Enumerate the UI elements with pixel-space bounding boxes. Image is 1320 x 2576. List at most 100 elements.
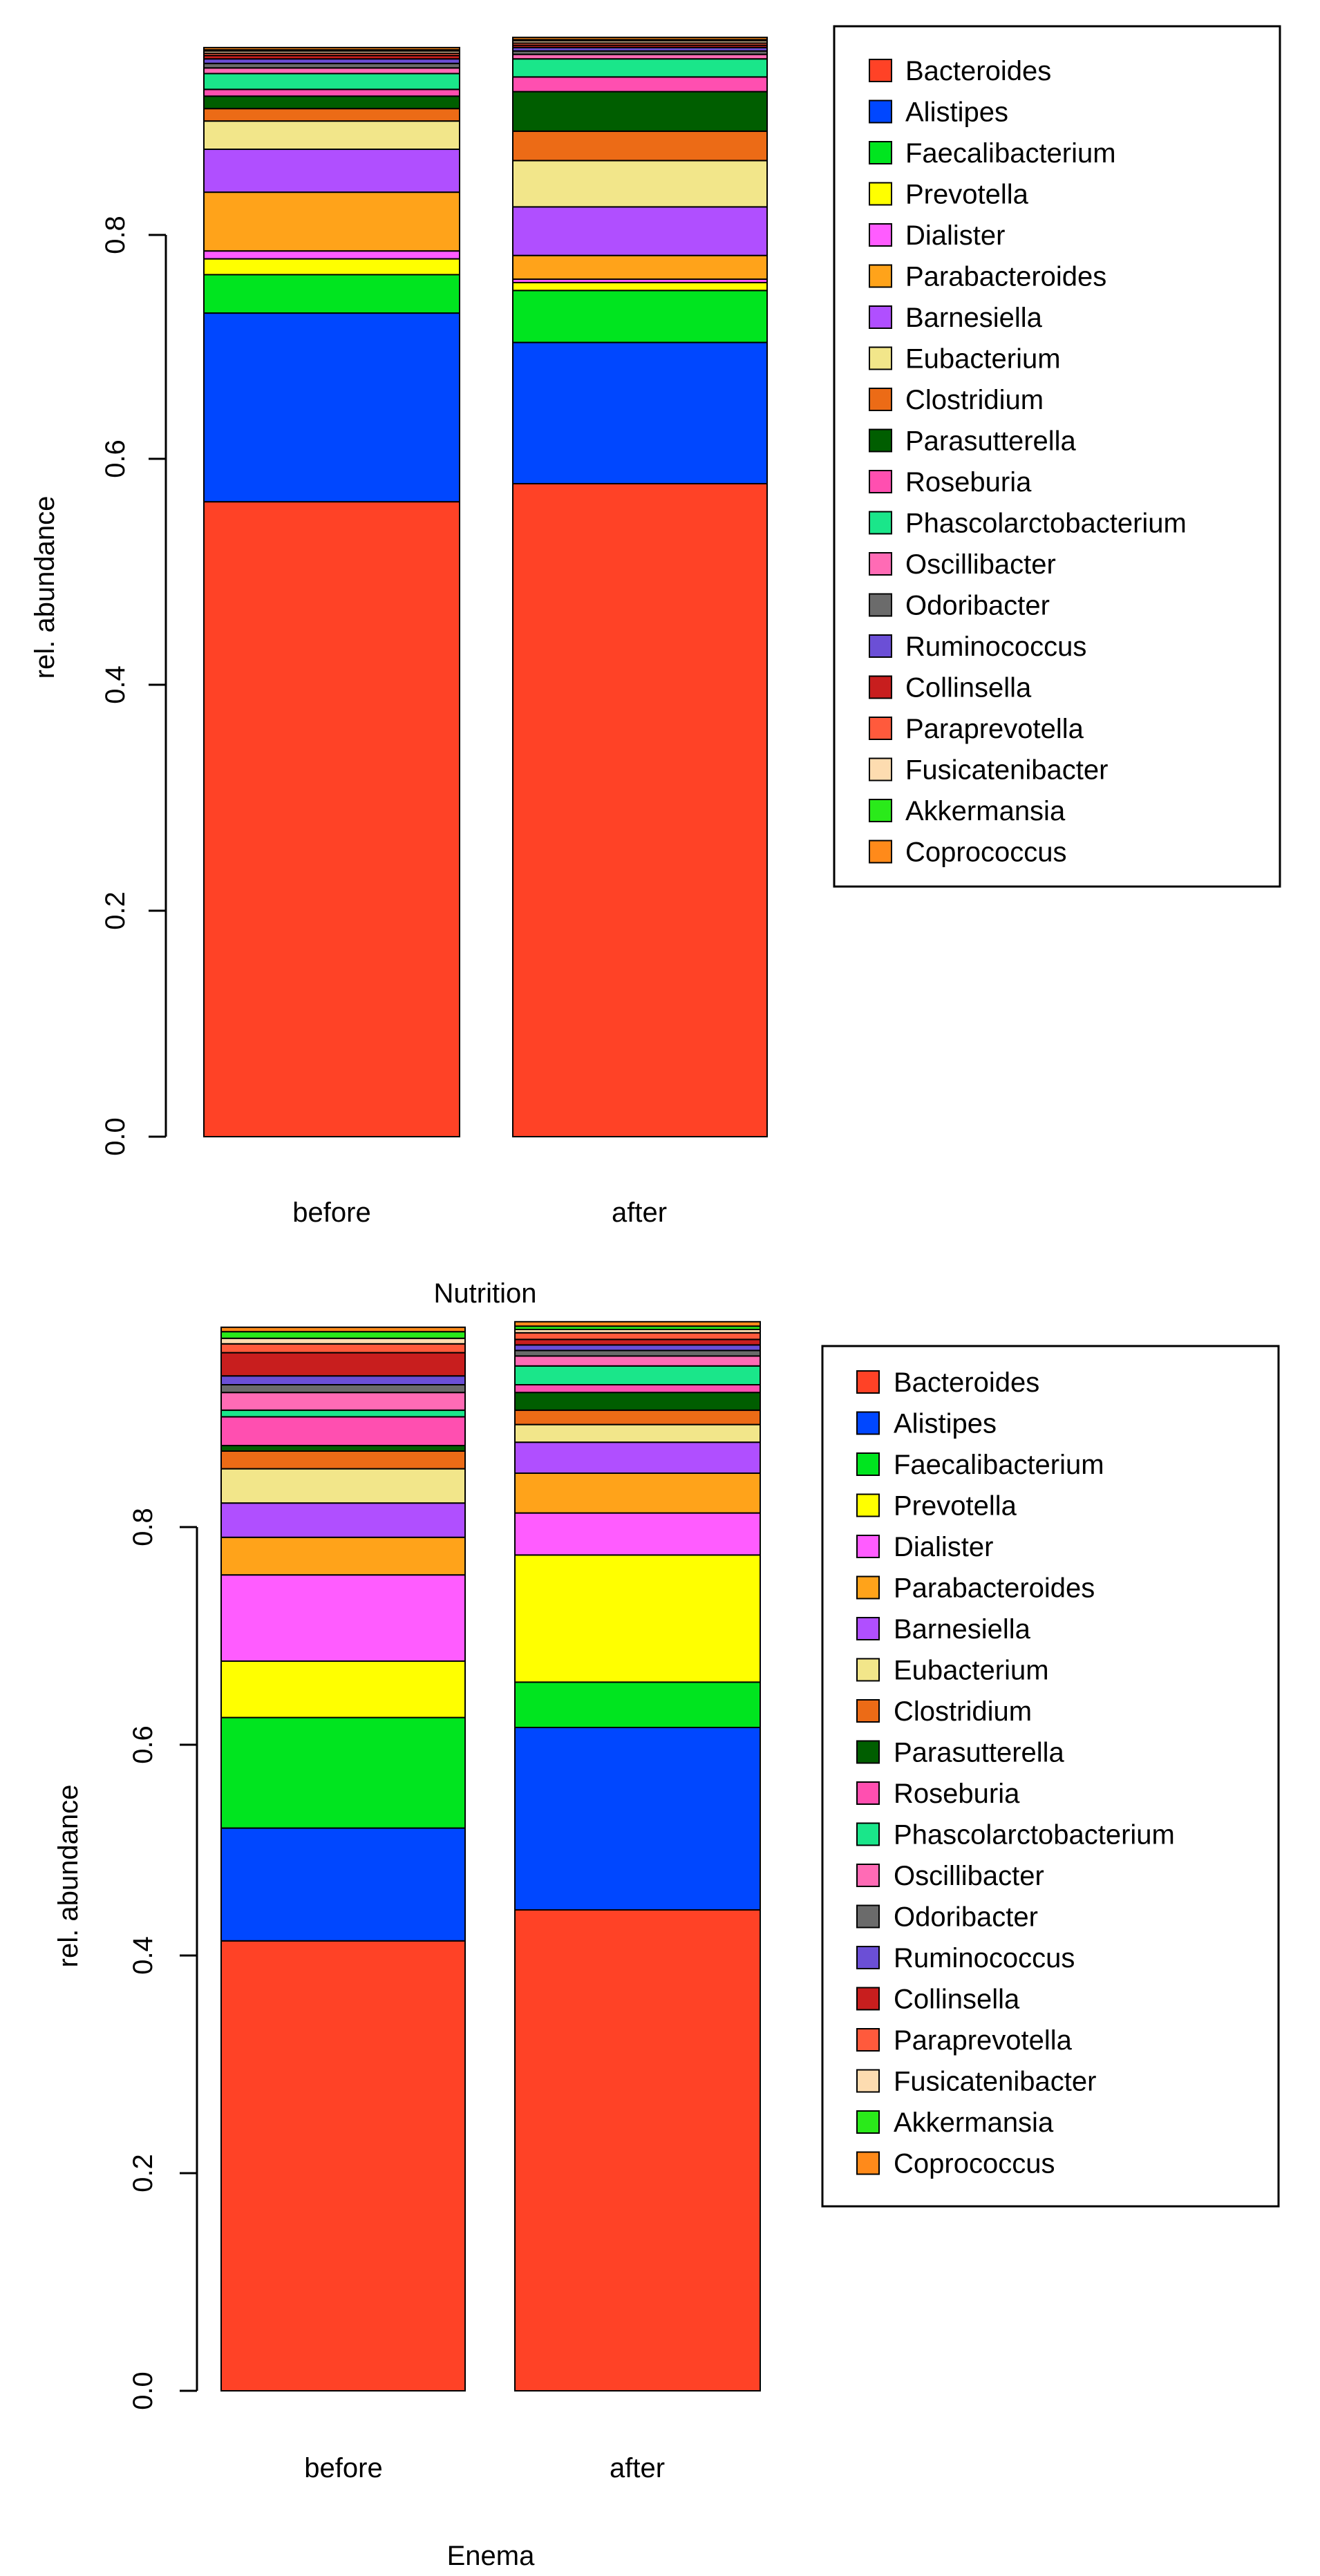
- enema-bar-after-prevotella: [514, 1554, 761, 1683]
- enema-bar-after-clostridium: [514, 1409, 761, 1426]
- nutrition-bar-before-parabacteroides: [203, 191, 460, 252]
- enema-bar-before-fusicatenibacter: [220, 1337, 466, 1345]
- nutrition-legend-label-odoribacter: Odoribacter: [905, 591, 1050, 621]
- enema-legend-label-parasutterella: Parasutterella: [894, 1738, 1065, 1768]
- nutrition-bar-before-oscillibacter: [203, 67, 460, 75]
- nutrition-bar-after-coprococcus: [512, 37, 768, 41]
- nutrition-panel: 0.0 0.2 0.4 0.6 0.8 rel. abundance befor…: [30, 25, 1281, 1309]
- enema-bar-before-dialister: [220, 1574, 466, 1662]
- enema-legend-label-phascolarctobacterium: Phascolarctobacterium: [894, 1820, 1175, 1850]
- nutrition-legend-swatch-oscillibacter: [869, 552, 892, 576]
- enema-legend-label-akkermansia: Akkermansia: [894, 2108, 1054, 2138]
- enema-legend-swatch-odoribacter: [856, 1904, 880, 1929]
- nutrition-legend-entries: Bacteroides Alistipes Faecalibacterium Prev…: [869, 56, 1187, 868]
- enema-bar-before-akkermansia: [220, 1331, 466, 1339]
- enema-legend-swatch-ruminococcus: [856, 1946, 880, 1969]
- enema-bar-after-paraprevotella: [514, 1332, 761, 1341]
- enema-bar-after-bacteroides: [514, 1909, 761, 2392]
- nutrition-legend-swatch-parabacteroides: [869, 264, 892, 288]
- nutrition-y-tick-label-3: 0.6: [100, 439, 131, 478]
- nutrition-legend-label-parasutterella: Parasutterella: [905, 426, 1077, 457]
- enema-bar-before-alistipes: [220, 1827, 466, 1942]
- enema-legend-swatch-barnesiella: [856, 1617, 880, 1640]
- enema-legend-entries: Bacteroides Alistipes Faecalibacterium Prev…: [856, 1367, 1175, 2179]
- enema-bar-after-eubacterium: [514, 1423, 761, 1443]
- nutrition-legend-label-eubacterium: Eubacterium: [905, 344, 1061, 375]
- enema-legend-label-bacteroides: Bacteroides: [894, 1367, 1039, 1398]
- enema-y-tick-label-0: 0.0: [128, 2371, 158, 2410]
- nutrition-legend-swatch-eubacterium: [869, 346, 892, 370]
- enema-bar-before-oscillibacter: [220, 1392, 466, 1411]
- nutrition-legend-box: [833, 25, 1281, 888]
- enema-bar-after-parabacteroides: [514, 1472, 761, 1514]
- enema-bars: [220, 1320, 761, 2392]
- nutrition-legend-label-dialister: Dialister: [905, 220, 1005, 251]
- nutrition-legend-label-parabacteroides: Parabacteroides: [905, 262, 1106, 292]
- nutrition-legend-swatch-akkermansia: [869, 799, 892, 822]
- nutrition-y-axis-label: rel. abundance: [30, 496, 60, 679]
- nutrition-bar-after-parabacteroides: [512, 254, 768, 281]
- enema-bar-after-dialister: [514, 1512, 761, 1556]
- enema-legend-swatch-coprococcus: [856, 2151, 880, 2175]
- enema-legend-swatch-roseburia: [856, 1781, 880, 1805]
- nutrition-legend-swatch-ruminococcus: [869, 634, 892, 658]
- nutrition-legend-label-oscillibacter: Oscillibacter: [905, 549, 1056, 580]
- enema-bar-before-ruminococcus: [220, 1375, 466, 1385]
- enema-bar-after-alistipes: [514, 1727, 761, 1911]
- enema-bar-before-roseburia: [220, 1416, 466, 1446]
- enema-bar-before-barnesiella: [220, 1502, 466, 1538]
- nutrition-bar-after-bacteroides: [512, 482, 768, 1137]
- enema-bar-after-collinsella: [514, 1338, 761, 1346]
- nutrition-legend-label-paraprevotella: Paraprevotella: [905, 714, 1084, 744]
- nutrition-y-tick-label-2: 0.4: [100, 665, 131, 704]
- nutrition-legend-swatch-collinsella: [869, 675, 892, 699]
- nutrition-bar-after-clostridium: [512, 130, 768, 162]
- nutrition-x-axis-label: Nutrition: [434, 1278, 537, 1309]
- enema-bar-after-roseburia: [514, 1384, 761, 1394]
- nutrition-legend-swatch-roseburia: [869, 470, 892, 493]
- enema-legend-swatch-parabacteroides: [856, 1575, 880, 1600]
- enema-y-tick-label-3: 0.6: [128, 1725, 158, 1764]
- nutrition-bar-before-parasutterella: [203, 95, 460, 110]
- enema-bar-before-parasutterella: [220, 1445, 466, 1452]
- enema-legend-label-eubacterium: Eubacterium: [894, 1656, 1049, 1686]
- nutrition-y-tick-label-0: 0.0: [100, 1117, 131, 1156]
- nutrition-bar-after-alistipes: [512, 341, 768, 484]
- enema-bar-before-coprococcus: [220, 1326, 466, 1333]
- nutrition-legend-label-collinsella: Collinsella: [905, 673, 1032, 703]
- enema-bar-after-oscillibacter: [514, 1355, 761, 1367]
- nutrition-legend-label-bacteroides: Bacteroides: [905, 56, 1051, 86]
- enema-y-tick-label-1: 0.2: [128, 2154, 158, 2193]
- nutrition-bar-before-alistipes: [203, 312, 460, 503]
- enema-bar-after-parasutterella: [514, 1392, 761, 1411]
- enema-legend-swatch-akkermansia: [856, 2110, 880, 2134]
- enema-legend-swatch-alistipes: [856, 1411, 880, 1435]
- enema-y-tick-label-4: 0.8: [128, 1508, 158, 1546]
- enema-bar-after-faecalibacterium: [514, 1681, 761, 1728]
- nutrition-bar-after-prevotella: [512, 281, 768, 292]
- nutrition-legend-label-prevotella: Prevotella: [905, 180, 1029, 210]
- nutrition-legend-label-roseburia: Roseburia: [905, 467, 1032, 498]
- enema-legend-swatch-parasutterella: [856, 1740, 880, 1764]
- nutrition-legend-swatch-coprococcus: [869, 840, 892, 864]
- enema-bar-before-faecalibacterium: [220, 1716, 466, 1829]
- nutrition-bar-before-bacteroides: [203, 501, 460, 1137]
- enema-legend-swatch-fusicatenibacter: [856, 2069, 880, 2093]
- enema-panel: 0.0 0.2 0.4 0.6 0.8 rel. abundance befor…: [53, 1320, 1280, 2571]
- enema-legend-swatch-phascolarctobacterium: [856, 1822, 880, 1846]
- nutrition-y-tick-label-4: 0.8: [100, 216, 131, 254]
- enema-bar-before-phascolarctobacterium: [220, 1409, 466, 1418]
- enema-bar-after-coprococcus: [514, 1320, 761, 1327]
- nutrition-legend-swatch-dialister: [869, 223, 892, 247]
- nutrition-bar-before-roseburia: [203, 88, 460, 97]
- nutrition-bar-after-parasutterella: [512, 91, 768, 132]
- nutrition-y-axis: 0.0 0.2 0.4 0.6 0.8 rel. abundance: [30, 216, 167, 1156]
- nutrition-legend-swatch-fusicatenibacter: [869, 757, 892, 782]
- enema-legend-swatch-collinsella: [856, 1987, 880, 2011]
- enema-y-axis: 0.0 0.2 0.4 0.6 0.8 rel. abundance: [53, 1508, 198, 2410]
- nutrition-bar-before-coprococcus: [203, 46, 460, 51]
- nutrition-legend-swatch-clostridium: [869, 388, 892, 411]
- enema-bar-before-clostridium: [220, 1450, 466, 1470]
- nutrition-legend-label-faecalibacterium: Faecalibacterium: [905, 138, 1116, 169]
